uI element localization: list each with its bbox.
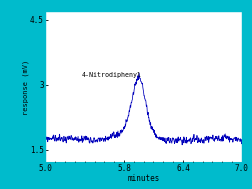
Text: 4-Nitrodiphenyl: 4-Nitrodiphenyl bbox=[81, 72, 141, 78]
Y-axis label: response (mV): response (mV) bbox=[22, 59, 29, 115]
X-axis label: minutes: minutes bbox=[128, 174, 160, 183]
